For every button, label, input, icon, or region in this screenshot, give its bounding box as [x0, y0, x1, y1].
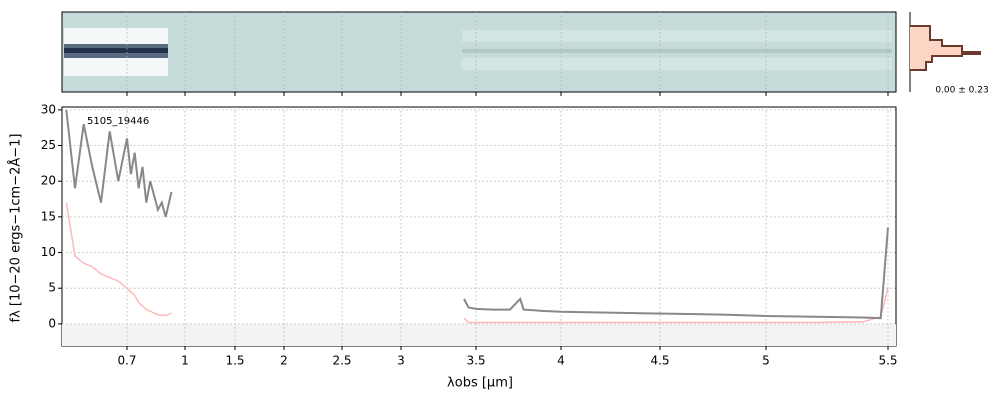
spectrum-2d-trace — [64, 28, 892, 76]
x-tick-label: 4 — [557, 354, 565, 368]
y-tick-label: 30 — [41, 102, 56, 116]
negative-zone — [62, 324, 896, 346]
y-tick-label: 15 — [41, 209, 56, 223]
series-line — [65, 109, 889, 320]
main-frame — [61, 106, 897, 347]
x-tick-label: 5 — [762, 354, 770, 368]
x-tick-label: 3 — [397, 354, 405, 368]
x-tick-label: 2.5 — [332, 354, 351, 368]
x-tick-label: 3.5 — [466, 354, 485, 368]
x-axis-label: λobs [μm] — [447, 376, 513, 391]
y-tick-label: 5 — [48, 281, 56, 295]
x-tick-label: 5.5 — [878, 354, 897, 368]
x-tick-label: 0.7 — [117, 354, 136, 368]
spectrum-id: 5105_19446 — [87, 116, 149, 127]
y-tick-label: 20 — [41, 174, 56, 188]
y-axis-label: fλ [10−20 ergs−1cm−2Å−1] — [8, 134, 24, 323]
x-tick-label: 2 — [280, 354, 288, 368]
hist-shape — [910, 25, 981, 71]
y-tick-label: 10 — [41, 245, 56, 259]
x-tick-label: 1 — [181, 354, 189, 368]
top-frame — [61, 11, 897, 93]
series-line — [65, 202, 889, 324]
hist-label: 0.00 ± 0.23 — [935, 86, 988, 96]
x-tick-label: 1.5 — [225, 354, 244, 368]
y-tick-label: 0 — [48, 316, 56, 330]
x-tick-label: 4.5 — [650, 354, 669, 368]
y-tick-label: 25 — [41, 138, 56, 152]
